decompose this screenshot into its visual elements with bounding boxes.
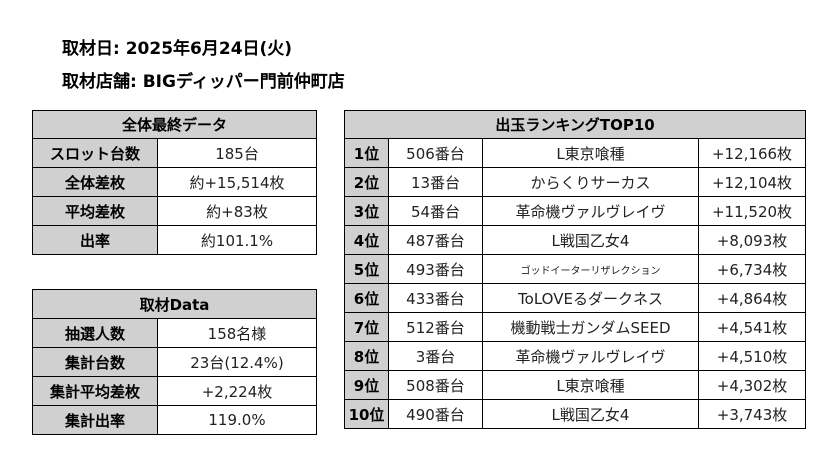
cell: 54番台 bbox=[388, 196, 483, 226]
row: 9位 508番台 L東京喰種 +4,302枚 bbox=[344, 370, 807, 400]
row: 平均差枚 約+83枚 bbox=[32, 196, 318, 226]
cell: 1位 bbox=[344, 138, 389, 168]
cell: 全体差枚 bbox=[32, 167, 158, 197]
cell: L東京喰種 bbox=[482, 370, 699, 400]
row: 集計出率 119.0% bbox=[32, 405, 317, 435]
table-title: 出玉ランキングTOP10 bbox=[343, 110, 807, 139]
cell: 185台 bbox=[156, 138, 318, 168]
cell: +4,541枚 bbox=[697, 312, 807, 342]
cell: 3位 bbox=[344, 196, 389, 226]
cell: 集計平均差枚 bbox=[32, 376, 158, 406]
row: 抽選人数 158名様 bbox=[32, 318, 317, 348]
cell: 7位 bbox=[344, 312, 389, 342]
cell: 9位 bbox=[344, 370, 389, 400]
row: 7位 512番台 機動戦士ガンダムSEED +4,541枚 bbox=[344, 312, 807, 342]
row: 集計台数 23台(12.4%) bbox=[32, 347, 317, 377]
cell: 4位 bbox=[344, 225, 389, 255]
row: 2位 13番台 からくりサーカス +12,104枚 bbox=[344, 167, 807, 197]
cell: 13番台 bbox=[388, 167, 483, 197]
header-row: 取材Data bbox=[32, 289, 317, 319]
cell: 490番台 bbox=[388, 399, 483, 429]
cell: スロット台数 bbox=[32, 138, 158, 168]
cell: 508番台 bbox=[388, 370, 483, 400]
cell: 8位 bbox=[344, 341, 389, 371]
cell: 約+15,514枚 bbox=[156, 167, 318, 197]
cell: +4,864枚 bbox=[697, 283, 807, 313]
cell: 487番台 bbox=[388, 225, 483, 255]
cell: 119.0% bbox=[157, 405, 317, 435]
row: 集計平均差枚 +2,224枚 bbox=[32, 376, 317, 406]
coverage-table: 取材Data 抽選人数 158名様 集計台数 23台(12.4%) 集計平均差枚 +2,22… bbox=[32, 289, 317, 435]
cell: 革命機ヴァルヴレイヴ bbox=[482, 341, 699, 371]
row: 5位 493番台 ゴッドイーターリザレクション +6,734枚 bbox=[344, 254, 807, 284]
cell: 10位 bbox=[344, 399, 389, 429]
cell: 約101.1% bbox=[156, 225, 318, 255]
ranking-table: 出玉ランキングTOP10 1位 506番台 L東京喰種 +12,166枚 2位 13番台 から… bbox=[343, 110, 807, 429]
row: スロット台数 185台 bbox=[32, 138, 318, 168]
cell: +2,224枚 bbox=[157, 376, 317, 406]
row: 3位 54番台 革命機ヴァルヴレイヴ +11,520枚 bbox=[344, 196, 807, 226]
cell: 機動戦士ガンダムSEED bbox=[482, 312, 699, 342]
cell: 23台(12.4%) bbox=[157, 347, 317, 377]
cell: 2位 bbox=[344, 167, 389, 197]
cell: 集計台数 bbox=[32, 347, 158, 377]
cell: L戦国乙女4 bbox=[482, 399, 699, 429]
cell: +8,093枚 bbox=[697, 225, 807, 255]
header-row: 全体最終データ bbox=[31, 110, 318, 139]
date-line: 取材日: 2025年6月24日(火) bbox=[62, 39, 293, 59]
cell: 平均差枚 bbox=[32, 196, 158, 226]
cell: +4,510枚 bbox=[697, 341, 807, 371]
cell: 3番台 bbox=[388, 341, 483, 371]
cell: +6,734枚 bbox=[697, 254, 807, 284]
cell: ToLOVEるダークネス bbox=[482, 283, 699, 313]
cell: 506番台 bbox=[388, 138, 483, 168]
cell: ゴッドイーターリザレクション bbox=[482, 254, 699, 284]
row: 6位 433番台 ToLOVEるダークネス +4,864枚 bbox=[344, 283, 807, 313]
cell: +3,743枚 bbox=[697, 399, 807, 429]
cell: 5位 bbox=[344, 254, 389, 284]
cell: 集計出率 bbox=[32, 405, 158, 435]
table-title: 取材Data bbox=[32, 289, 317, 319]
cell: 抽選人数 bbox=[32, 318, 158, 348]
cell: 512番台 bbox=[388, 312, 483, 342]
cell: L東京喰種 bbox=[482, 138, 699, 168]
cell: からくりサーカス bbox=[482, 167, 699, 197]
table-title: 全体最終データ bbox=[31, 110, 318, 139]
row: 4位 487番台 L戦国乙女4 +8,093枚 bbox=[344, 225, 807, 255]
cell: 6位 bbox=[344, 283, 389, 313]
cell: +12,166枚 bbox=[697, 138, 807, 168]
cell: +11,520枚 bbox=[697, 196, 807, 226]
cell: 革命機ヴァルヴレイヴ bbox=[482, 196, 699, 226]
cell: 433番台 bbox=[388, 283, 483, 313]
header-row: 出玉ランキングTOP10 bbox=[343, 110, 807, 139]
row: 1位 506番台 L東京喰種 +12,166枚 bbox=[344, 138, 807, 168]
row: 全体差枚 約+15,514枚 bbox=[32, 167, 318, 197]
row: 8位 3番台 革命機ヴァルヴレイヴ +4,510枚 bbox=[344, 341, 807, 371]
summary-table: 全体最終データ スロット台数 185台 全体差枚 約+15,514枚 平均差枚 約+83枚出… bbox=[31, 110, 318, 255]
row: 10位 490番台 L戦国乙女4 +3,743枚 bbox=[344, 399, 807, 429]
cell: L戦国乙女4 bbox=[482, 225, 699, 255]
cell: 158名様 bbox=[157, 318, 317, 348]
cell: +4,302枚 bbox=[697, 370, 807, 400]
store-line: 取材店舗: BIGディッパー門前仲町店 bbox=[62, 72, 345, 92]
row: 出率 約101.1% bbox=[32, 225, 318, 255]
cell: +12,104枚 bbox=[697, 167, 807, 197]
cell: 493番台 bbox=[388, 254, 483, 284]
cell: 出率 bbox=[32, 225, 158, 255]
cell: 約+83枚 bbox=[156, 196, 318, 226]
